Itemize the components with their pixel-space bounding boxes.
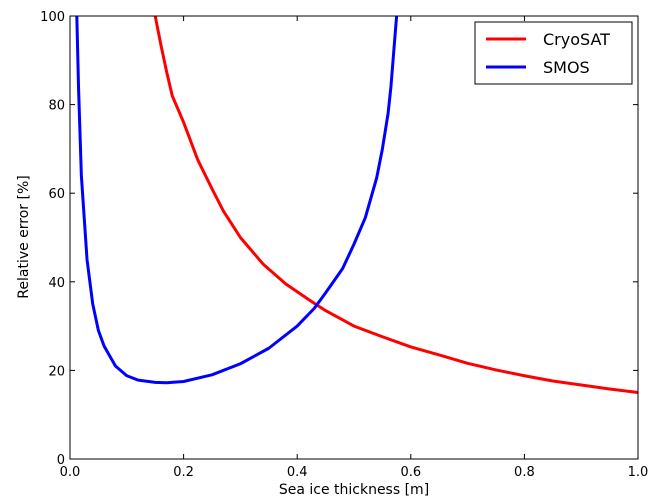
y-tick-label: 100 (40, 10, 65, 25)
y-tick-label: 40 (48, 276, 65, 291)
x-tick-label: 0.8 (514, 465, 535, 480)
legend: CryoSAT SMOS (474, 21, 633, 85)
y-tick-label: 60 (48, 187, 65, 202)
plot-frame (69, 15, 639, 460)
x-axis-label: Sea ice thickness [m] (279, 482, 429, 498)
legend-label-cryosat: CryoSAT (543, 30, 610, 49)
series-layer (75, 16, 638, 395)
legend-label-smos: SMOS (543, 58, 590, 77)
x-tick-label: 1.0 (628, 465, 649, 480)
y-axis-label: Relative error [%] (16, 175, 32, 298)
y-tick-label: 20 (48, 364, 65, 379)
legend-box (474, 21, 633, 85)
x-tick-label: 0.4 (287, 465, 308, 480)
y-tick-label: 0 (57, 453, 65, 468)
x-tick-label: 0.2 (173, 465, 194, 480)
y-tick-label: 80 (48, 99, 65, 114)
ticks-layer: 0.0 0.2 0.4 0.6 0.8 1.0 0 20 40 60 80 100 (40, 10, 648, 480)
x-tick-label: 0.0 (60, 465, 81, 480)
x-tick-label: 0.6 (400, 465, 421, 480)
series-line-smos (75, 16, 399, 385)
